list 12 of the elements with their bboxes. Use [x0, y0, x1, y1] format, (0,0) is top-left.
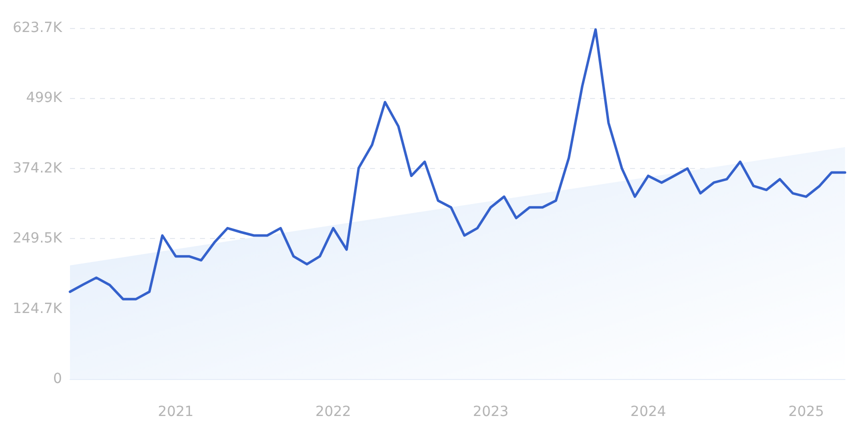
x-tick-label: 2023 [472, 404, 509, 420]
y-tick-label: 0 [53, 371, 62, 387]
line-series [68, 28, 846, 300]
y-tick-label: 249.5K [12, 230, 63, 247]
x-tick-label: 2022 [315, 404, 352, 420]
y-tick-label: 374.2K [12, 160, 63, 176]
y-tick-label: 623.7K [12, 20, 63, 36]
x-tick-label: 2025 [788, 404, 824, 420]
x-tick-label: 2021 [158, 404, 194, 420]
y-tick-label: 124.7K [12, 300, 63, 317]
y-tick-label: 499K [26, 90, 63, 106]
x-tick-label: 2024 [630, 404, 666, 420]
